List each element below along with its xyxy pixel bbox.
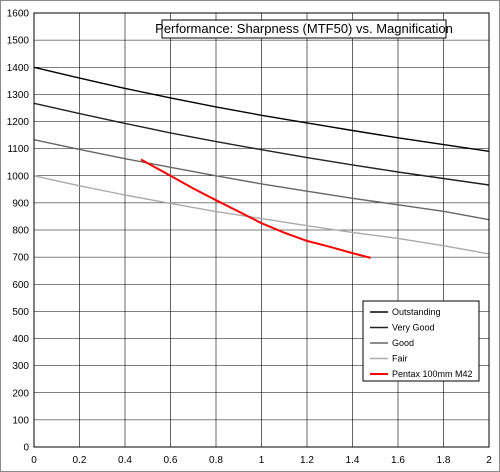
title-border xyxy=(161,19,447,39)
plot-frame xyxy=(33,12,490,448)
y-tick-label: 1200 xyxy=(7,117,30,128)
series-lines xyxy=(33,66,490,259)
y-tick-label: 400 xyxy=(12,334,29,345)
y-tick-label: 1600 xyxy=(7,9,30,20)
x-tick-label: 0 xyxy=(31,455,37,466)
chart-title-box: Performance: Sharpness (MTF50) vs. Magni… xyxy=(155,19,453,39)
y-tick-label: 300 xyxy=(12,361,29,372)
x-tick-label: 1.6 xyxy=(391,455,405,466)
y-tick-label: 200 xyxy=(12,388,29,399)
x-tick-label: 0.4 xyxy=(118,455,132,466)
y-tick-label: 500 xyxy=(12,307,29,318)
x-tick-label: 1.4 xyxy=(346,455,360,466)
legend: Outstanding Very Good Good Fair Pentax 100mm… xyxy=(362,300,480,382)
y-tick-label: 600 xyxy=(12,280,29,291)
legend-label: Good xyxy=(392,338,414,348)
x-tick-label: 2 xyxy=(486,455,492,466)
legend-label: Fair xyxy=(392,354,408,364)
series-line-pentax-100mm-m42 xyxy=(140,158,371,259)
y-tick-label: 1500 xyxy=(7,36,30,47)
x-tick-label: 1.2 xyxy=(300,455,314,466)
x-tick-label: 0.6 xyxy=(164,455,178,466)
legend-border xyxy=(362,300,480,382)
series-line-outstanding xyxy=(33,66,490,152)
x-tick-label: 1 xyxy=(259,455,265,466)
y-tick-label: 1300 xyxy=(7,90,30,101)
x-tick-label: 0.8 xyxy=(209,455,223,466)
y-tick-label: 900 xyxy=(12,198,29,209)
series-line-fair xyxy=(33,175,490,255)
y-tick-label: 100 xyxy=(12,415,29,426)
y-tick-label: 800 xyxy=(12,226,29,237)
legend-label: Pentax 100mm M42 xyxy=(392,369,473,379)
grid xyxy=(33,12,490,448)
y-tick-label: 1000 xyxy=(7,171,30,182)
y-tick-label: 700 xyxy=(12,253,29,264)
chart-title: Performance: Sharpness (MTF50) vs. Magni… xyxy=(155,21,453,36)
y-tick-label: 1100 xyxy=(7,144,29,155)
series-line-good xyxy=(33,139,490,221)
legend-label: Very Good xyxy=(392,323,435,333)
y-tick-label: 0 xyxy=(23,443,29,454)
series-line-very-good xyxy=(33,102,490,186)
tick-labels: 0 0.2 0.4 0.6 0.8 1 1.2 1.4 1.6 1.8 2 0 100 200 300 400… xyxy=(7,9,492,467)
legend-label: Outstanding xyxy=(392,307,441,317)
x-tick-label: 1.8 xyxy=(437,455,451,466)
y-tick-label: 1400 xyxy=(7,63,30,74)
x-tick-label: 0.2 xyxy=(73,455,87,466)
